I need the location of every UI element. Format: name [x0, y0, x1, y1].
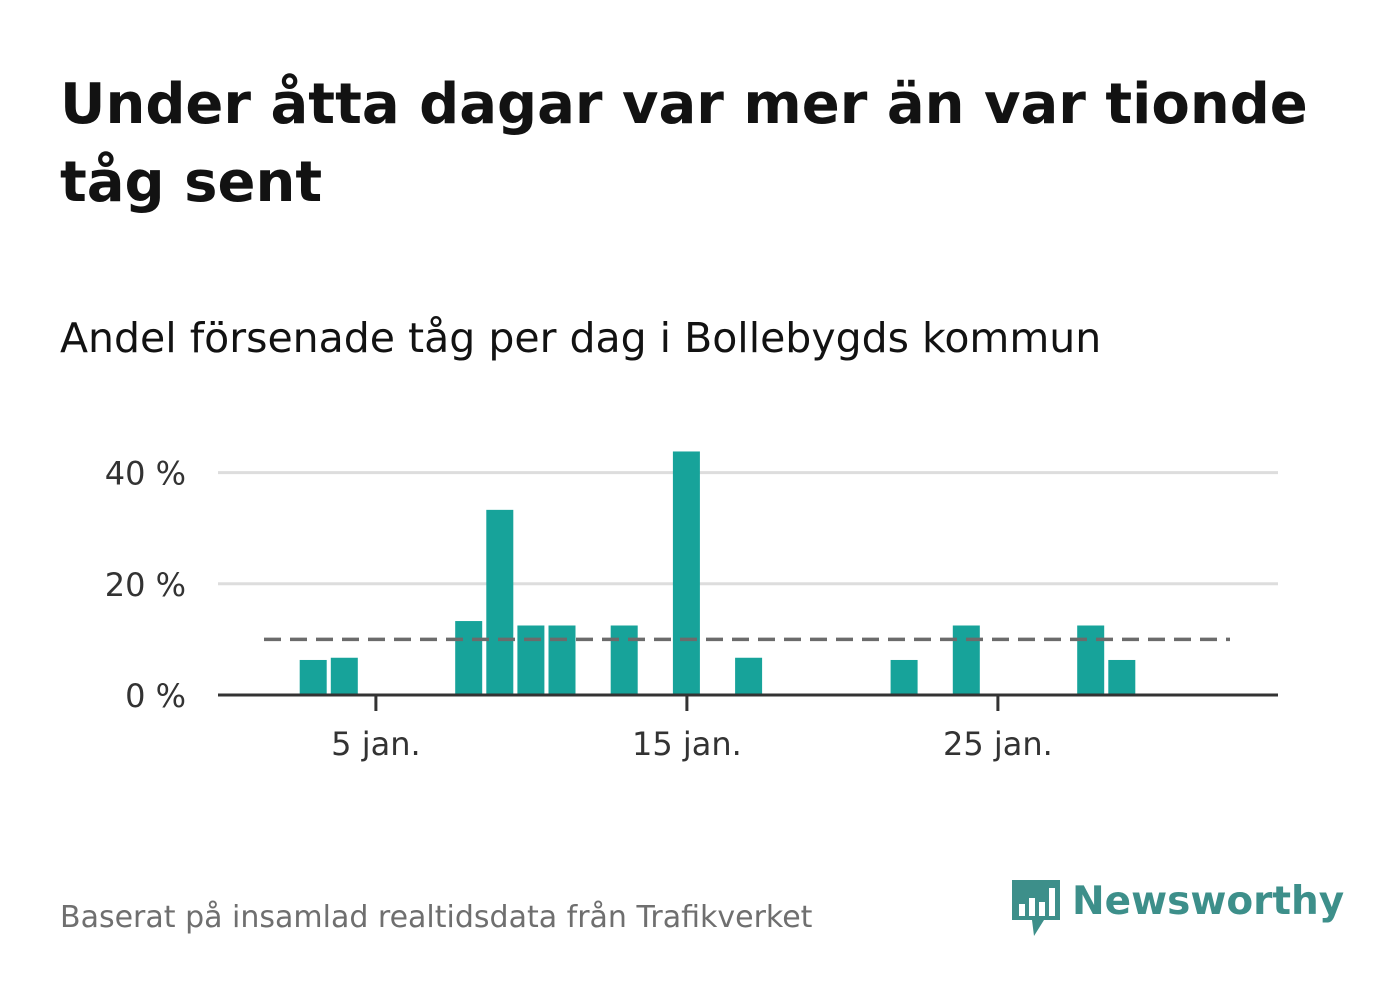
- y-axis-tick-labels: 0 % 20 % 40 %: [105, 455, 186, 715]
- bar: [610, 625, 638, 695]
- brand-logo[interactable]: Newsworthy: [1010, 878, 1344, 944]
- x-tick-label: 15 jan.: [632, 725, 742, 763]
- brand-name: Newsworthy: [1072, 879, 1345, 924]
- bar: [455, 621, 483, 695]
- chart-subtitle: Andel försenade tåg per dag i Bollebygds…: [60, 314, 1102, 362]
- x-tick-label: 25 jan.: [943, 725, 1053, 763]
- source-note: Baserat på insamlad realtidsdata från Tr…: [60, 900, 813, 935]
- bar: [890, 659, 918, 695]
- chart-title: Under åtta dagar var mer än var tionde t…: [60, 72, 1308, 215]
- bar: [672, 451, 700, 695]
- bar: [1077, 625, 1105, 695]
- chart-bubble-icon: [1010, 878, 1062, 944]
- y-tick-label: 40 %: [105, 455, 186, 493]
- y-tick-label: 20 %: [105, 566, 186, 604]
- bar: [1108, 659, 1136, 695]
- x-tick-label: 5 jan.: [331, 725, 420, 763]
- bar: [330, 657, 358, 695]
- bar-chart: 0 % 20 % 40 % 5 jan. 15 jan. 25 jan.: [105, 451, 1278, 763]
- bar: [517, 625, 545, 695]
- bar: [299, 659, 327, 695]
- bars: [299, 451, 1136, 695]
- bar: [952, 625, 980, 695]
- bar: [735, 657, 763, 695]
- bar: [548, 625, 576, 695]
- bar: [486, 509, 514, 695]
- y-tick-label: 0 %: [125, 677, 186, 715]
- x-axis: 5 jan. 15 jan. 25 jan.: [218, 693, 1278, 763]
- gridlines: [218, 471, 1278, 586]
